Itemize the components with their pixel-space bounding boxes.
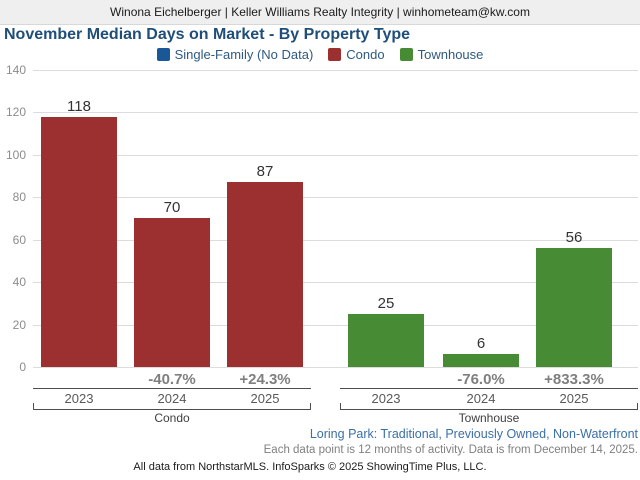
y-axis-tick-label: 60 (12, 233, 26, 247)
group-bracket (33, 403, 311, 410)
year-label: 2023 (371, 391, 401, 406)
bar-value-label: 70 (163, 199, 181, 216)
chart-title: November Median Days on Market - By Prop… (4, 26, 411, 43)
gridline (33, 325, 638, 326)
gridline (33, 70, 638, 71)
pct-change-label: +24.3% (239, 371, 291, 388)
legend: Single-Family (No Data) Condo Townhouse (0, 47, 640, 62)
legend-item-condo[interactable]: Condo (328, 47, 385, 62)
filter-description: Loring Park: Traditional, Previously Own… (309, 427, 638, 441)
bar-townhouse-2023[interactable] (348, 314, 424, 367)
y-axis-tick-label: 80 (12, 190, 26, 204)
agent-info-bar: Winona Eichelberger | Keller Williams Re… (0, 0, 640, 25)
y-axis-tick-label: 140 (5, 63, 26, 77)
legend-item-label: Single-Family (No Data) (174, 47, 314, 62)
bar-townhouse-2025[interactable] (536, 248, 612, 367)
year-label: 2024 (157, 391, 187, 406)
legend-item-single-family[interactable]: Single-Family (No Data) (156, 47, 314, 62)
bar-condo-2025[interactable] (227, 182, 303, 367)
y-axis-tick-label: 100 (5, 148, 26, 162)
y-axis-tick-label: 20 (12, 318, 26, 332)
bar-value-label: 118 (67, 98, 91, 115)
legend-item-label: Condo (346, 47, 385, 62)
gridline (33, 155, 638, 156)
gridline (33, 282, 638, 283)
pct-change-label: +833.3% (544, 371, 604, 388)
pct-change-label: -76.0% (457, 371, 505, 388)
bar-condo-2024[interactable] (134, 218, 210, 367)
legend-swatch-condo (328, 48, 342, 61)
y-axis-tick-label: 0 (19, 360, 26, 374)
pct-change-label: -40.7% (148, 371, 196, 388)
bar-townhouse-2024[interactable] (443, 354, 519, 367)
bar-value-label: 56 (565, 229, 583, 246)
legend-item-townhouse[interactable]: Townhouse (399, 47, 484, 62)
y-axis-tick-label: 120 (5, 105, 26, 119)
y-axis-tick-label: 40 (12, 275, 26, 289)
group-separator (340, 388, 638, 389)
year-label: 2025 (250, 391, 280, 406)
group-label: Townhouse (458, 411, 520, 425)
bar-value-label: 6 (476, 335, 486, 352)
gridline (33, 240, 638, 241)
group-separator (33, 388, 311, 389)
attribution: All data from NorthstarMLS. InfoSparks ©… (133, 461, 487, 473)
bar-value-label: 87 (256, 163, 274, 180)
legend-swatch-townhouse (399, 48, 413, 61)
data-note: Each data point is 12 months of activity… (263, 444, 638, 456)
legend-item-label: Townhouse (417, 47, 484, 62)
gridline (33, 112, 638, 113)
year-label: 2023 (64, 391, 94, 406)
gridline (33, 367, 638, 368)
gridline (33, 197, 638, 198)
group-bracket (340, 403, 638, 410)
legend-swatch-single-family (156, 48, 170, 61)
group-label: Condo (154, 411, 190, 425)
bar-condo-2023[interactable] (41, 117, 117, 367)
year-label: 2024 (466, 391, 496, 406)
year-label: 2025 (559, 391, 589, 406)
bar-value-label: 25 (377, 295, 395, 312)
